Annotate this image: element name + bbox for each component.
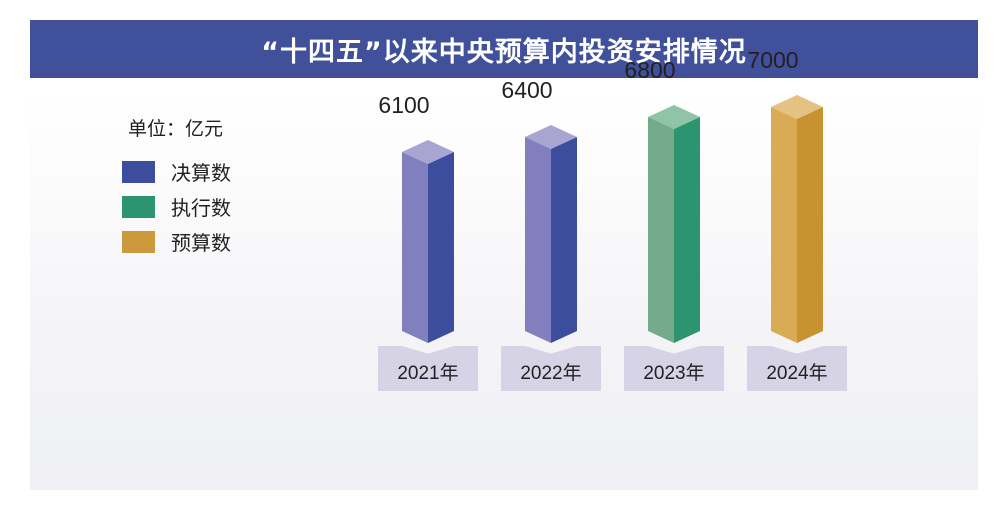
bar-right-face-2021: [428, 152, 454, 343]
bar-prism-2022: [525, 125, 577, 343]
bar-group-2024: 7000 2024年: [747, 47, 847, 490]
bar-value-label-2021: 6100: [378, 92, 430, 118]
bars-area: 6100 2021年 6400: [30, 47, 978, 490]
legend-label-zhixingshu: 执行数: [171, 196, 231, 220]
year-label-2023: 2023年: [643, 363, 705, 384]
legend-unit-label: 单位：亿元: [128, 118, 224, 140]
legend-swatch-icon-juesuanshu: [122, 160, 155, 183]
year-label-2021: 2021年: [397, 363, 459, 384]
year-label-2022: 2022年: [520, 363, 582, 384]
year-plate-2023: 2023年: [624, 346, 724, 391]
bar-prism-2023: [648, 105, 700, 343]
bar-prism-2024: [771, 95, 823, 343]
bar-right-face-2023: [674, 117, 700, 343]
bar-left-face-2023: [648, 117, 674, 343]
chart-legend: 单位：亿元 决算数 执行数 预算数: [122, 114, 312, 259]
bar-right-face-2024: [797, 107, 823, 343]
bar-value-label-2023: 6800: [624, 57, 676, 83]
legend-swatch-icon-zhixingshu: [122, 195, 155, 218]
legend-item-zhixingshu: 执行数: [122, 189, 312, 224]
bar-left-face-2022: [525, 137, 551, 343]
legend-label-juesuanshu: 决算数: [171, 161, 231, 185]
year-plate-2024: 2024年: [747, 346, 847, 391]
legend-item-yusuanshu: 预算数: [122, 224, 312, 259]
bar-group-2022: 6400 2022年: [501, 77, 601, 490]
bar-group-2023: 6800 2023年: [624, 57, 724, 490]
legend-swatch-icon-yusuanshu: [122, 230, 155, 253]
legend-label-yusuanshu: 预算数: [171, 231, 231, 255]
year-plate-2021: 2021年: [378, 346, 478, 391]
chart-panel: 单位：亿元 决算数 执行数 预算数 6100: [30, 47, 978, 490]
bar-left-face-2024: [771, 107, 797, 343]
title-bar: “十四五”以来中央预算内投资安排情况: [30, 20, 978, 78]
bar-left-face-2021: [402, 152, 428, 343]
page-title: “十四五”以来中央预算内投资安排情况: [261, 36, 747, 68]
year-plate-2022: 2022年: [501, 346, 601, 391]
bar-value-label-2022: 6400: [501, 77, 553, 103]
legend-item-juesuanshu: 决算数: [122, 154, 312, 189]
bar-right-face-2022: [551, 137, 577, 343]
bar-value-label-2024: 7000: [747, 47, 799, 73]
bar-prism-2021: [402, 140, 454, 343]
bar-group-2021: 6100 2021年: [378, 92, 478, 490]
year-label-2024: 2024年: [766, 363, 828, 384]
